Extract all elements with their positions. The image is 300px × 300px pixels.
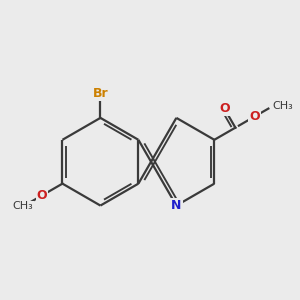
Text: N: N	[171, 199, 182, 212]
Text: O: O	[37, 189, 47, 202]
Text: O: O	[219, 102, 230, 115]
Text: CH₃: CH₃	[272, 101, 293, 111]
Text: CH₃: CH₃	[13, 201, 33, 212]
Text: O: O	[249, 110, 260, 123]
Text: Br: Br	[93, 87, 108, 100]
